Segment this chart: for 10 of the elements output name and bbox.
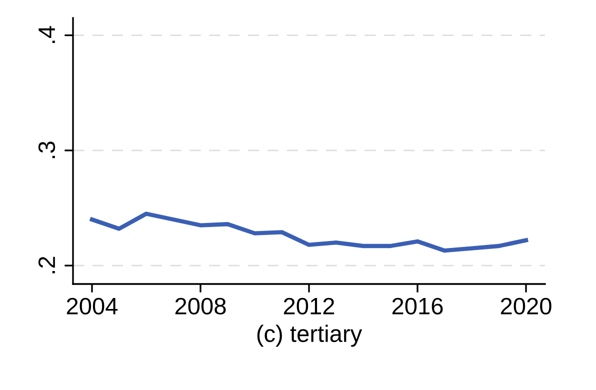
x-tick-label: 2016: [392, 298, 443, 315]
y-tick-label: .3: [38, 142, 56, 158]
x-tick-label: 2008: [175, 298, 226, 315]
x-tick-label: 2004: [66, 298, 118, 315]
x-axis-title: (c) tertiary: [257, 324, 362, 347]
y-tick-label: .2: [38, 256, 55, 274]
y-tick-label: .4: [38, 26, 55, 43]
line-series: [90, 212, 528, 253]
x-tick-label: 2012: [284, 298, 334, 315]
x-tick-label: 2020: [500, 298, 552, 315]
